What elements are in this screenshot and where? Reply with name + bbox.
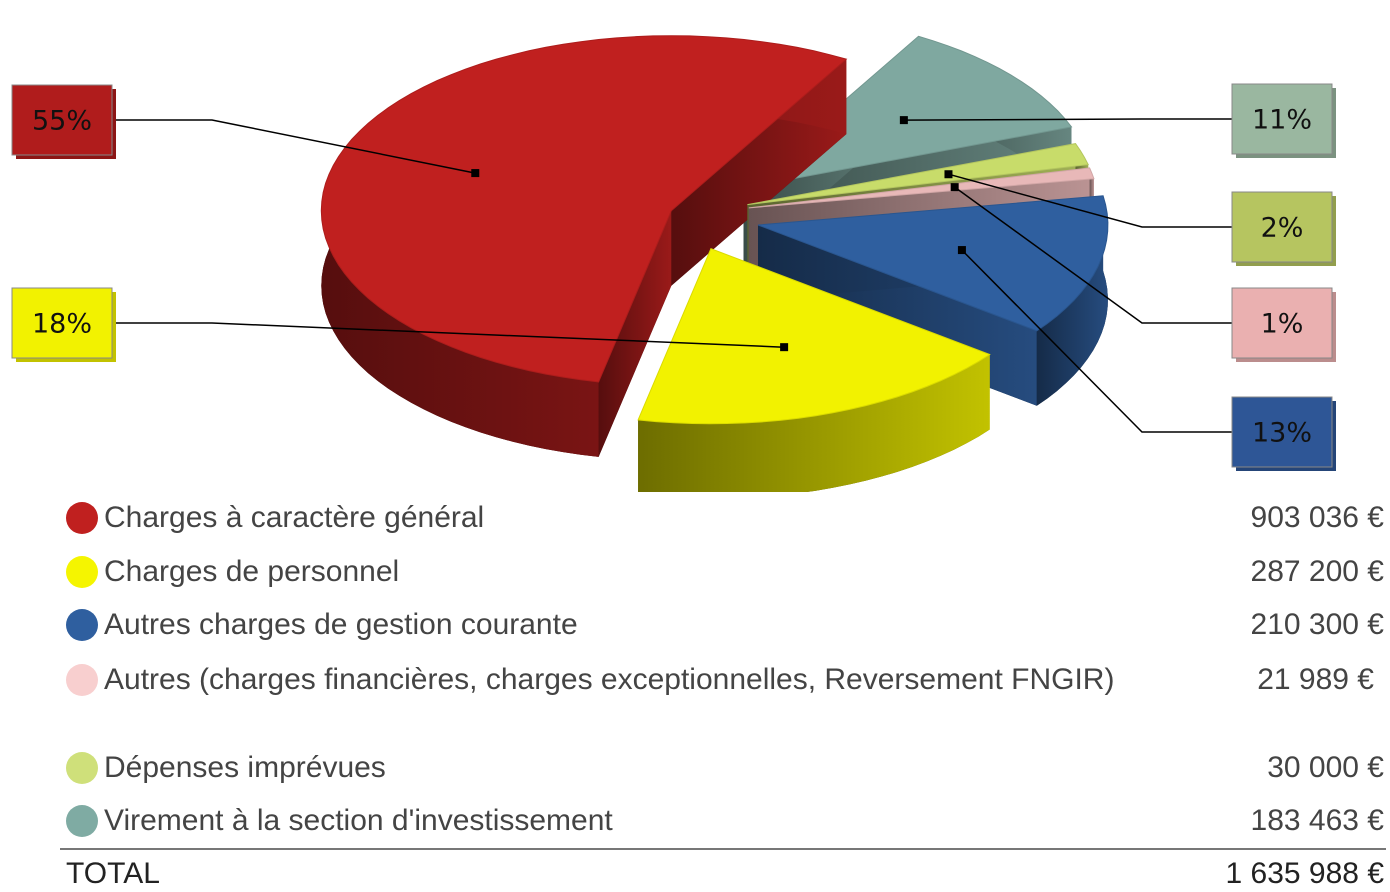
legend-name: Charges de personnel xyxy=(104,555,400,588)
legend-swatch xyxy=(66,556,98,588)
legend-row: Dépenses imprévues 30 000 € xyxy=(66,750,1384,786)
legend-swatch xyxy=(66,805,98,837)
leader-dot xyxy=(944,170,953,179)
leader-line xyxy=(903,118,1232,121)
legend-amount: 21 989 € xyxy=(1257,663,1374,696)
data-label: 1% xyxy=(1261,309,1304,340)
leader-line xyxy=(954,186,1232,324)
label-box xyxy=(11,287,113,359)
leader-line xyxy=(112,322,785,348)
legend-swatch xyxy=(66,752,98,784)
label-box xyxy=(1231,191,1333,263)
total-row: TOTAL 1 635 988 € xyxy=(66,856,1384,892)
slice-top xyxy=(757,195,1109,332)
slice-wall xyxy=(598,210,672,457)
legend-name: Dépenses imprévues xyxy=(104,751,386,784)
legend-amount: 903 036 € xyxy=(1250,501,1384,534)
data-label: 11% xyxy=(1252,105,1312,136)
legend-row: Virement à la section d'investissement 18… xyxy=(66,803,1384,839)
data-label: 2% xyxy=(1261,213,1304,244)
legend-amount: 30 000 € xyxy=(1267,751,1384,784)
legend-row: Autres (charges financières, charges exc… xyxy=(66,662,1384,698)
label-box xyxy=(1231,287,1333,359)
legend-swatch xyxy=(66,502,98,534)
total-rule xyxy=(60,848,1386,850)
chart: 55% 18% 13% 1% 2% 11% xyxy=(11,35,1336,492)
data-label: 55% xyxy=(32,106,92,137)
legend-name: Autres (charges financières, charges exc… xyxy=(104,663,1115,696)
label-box xyxy=(1231,83,1333,155)
leader-dot xyxy=(471,169,480,178)
legend-swatch xyxy=(66,609,98,641)
label-box xyxy=(11,84,113,156)
label-box xyxy=(1231,396,1333,468)
slice-top xyxy=(747,143,1089,206)
leader-line xyxy=(961,249,1232,433)
total-label: TOTAL xyxy=(66,857,160,890)
legend-name: Charges à caractère général xyxy=(104,501,485,534)
slice xyxy=(320,35,848,457)
legend-row: Charges de personnel 287 200 € xyxy=(66,554,1384,590)
leader-line xyxy=(948,173,1232,228)
leader-dot xyxy=(899,116,908,125)
data-label: 18% xyxy=(32,309,92,340)
leader-dot xyxy=(950,183,959,192)
slice-top xyxy=(320,35,848,383)
leader-dot xyxy=(780,343,789,352)
slice-top xyxy=(637,248,991,425)
legend-name: Autres charges de gestion courante xyxy=(104,608,578,641)
data-label: 13% xyxy=(1252,418,1312,449)
total-amount: 1 635 988 € xyxy=(1225,857,1384,890)
slice xyxy=(637,248,991,492)
legend-swatch xyxy=(66,664,98,696)
legend-amount: 183 463 € xyxy=(1250,804,1384,837)
leader-dot xyxy=(957,246,966,255)
legend-row: Charges à caractère général 903 036 € xyxy=(66,500,1384,536)
slice-side xyxy=(638,354,990,492)
leader-line xyxy=(112,119,476,174)
legend-amount: 287 200 € xyxy=(1250,555,1384,588)
legend-row: Autres charges de gestion courante 210 30… xyxy=(66,607,1384,643)
legend-amount: 210 300 € xyxy=(1250,608,1384,641)
slice-side xyxy=(1036,195,1108,406)
legend-name: Virement à la section d'investissement xyxy=(104,804,613,837)
